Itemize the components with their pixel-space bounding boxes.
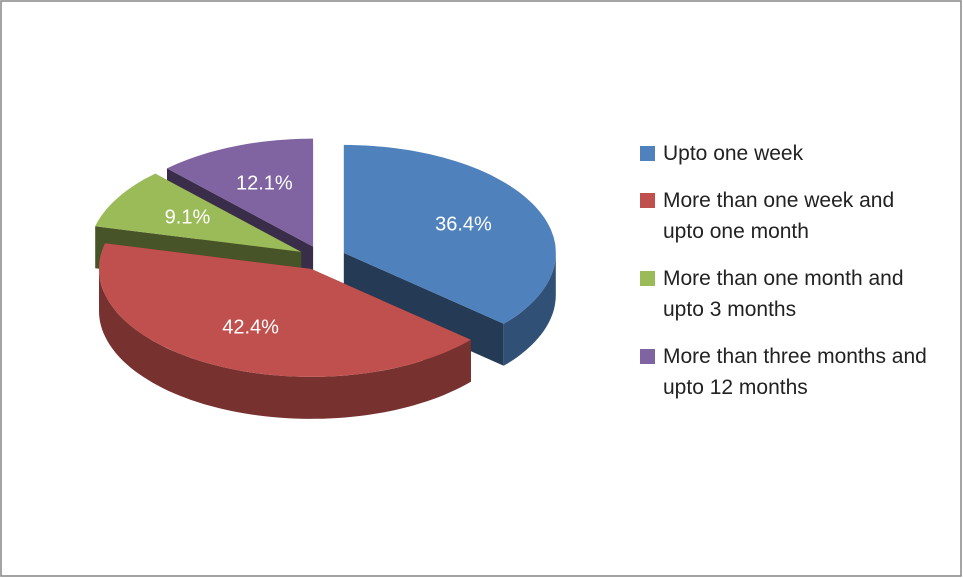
legend-swatch xyxy=(640,146,655,161)
slice-side xyxy=(99,268,471,419)
slice-top xyxy=(167,138,314,247)
legend: Upto one week More than one week and upto… xyxy=(640,138,940,419)
slice-label: 42.4% xyxy=(222,317,279,339)
legend-item: More than one week and upto one month xyxy=(640,185,940,247)
legend-label: More than three months and upto 12 month… xyxy=(663,345,927,399)
legend-label: More than one week and upto one month xyxy=(663,189,895,243)
legend-item: More than one month and upto 3 months xyxy=(640,263,940,325)
slice-top xyxy=(99,243,471,377)
pie: 12.1% 9.1% 36.4% 42.4% xyxy=(95,138,556,419)
legend-label: More than one month and upto 3 months xyxy=(663,267,904,321)
slice-label: 12.1% xyxy=(236,173,293,195)
slice-label: 9.1% xyxy=(165,207,211,229)
slice: 42.4% xyxy=(99,243,471,419)
legend-item: Upto one week xyxy=(640,138,940,169)
legend-swatch xyxy=(640,349,655,364)
legend-label: Upto one week xyxy=(663,142,804,165)
legend-item: More than three months and upto 12 month… xyxy=(640,341,940,403)
legend-swatch xyxy=(640,271,655,286)
slice-label: 36.4% xyxy=(435,213,492,235)
slice-top xyxy=(95,173,302,252)
legend-swatch xyxy=(640,193,655,208)
slice-side xyxy=(503,252,556,366)
slice-top xyxy=(343,144,556,324)
